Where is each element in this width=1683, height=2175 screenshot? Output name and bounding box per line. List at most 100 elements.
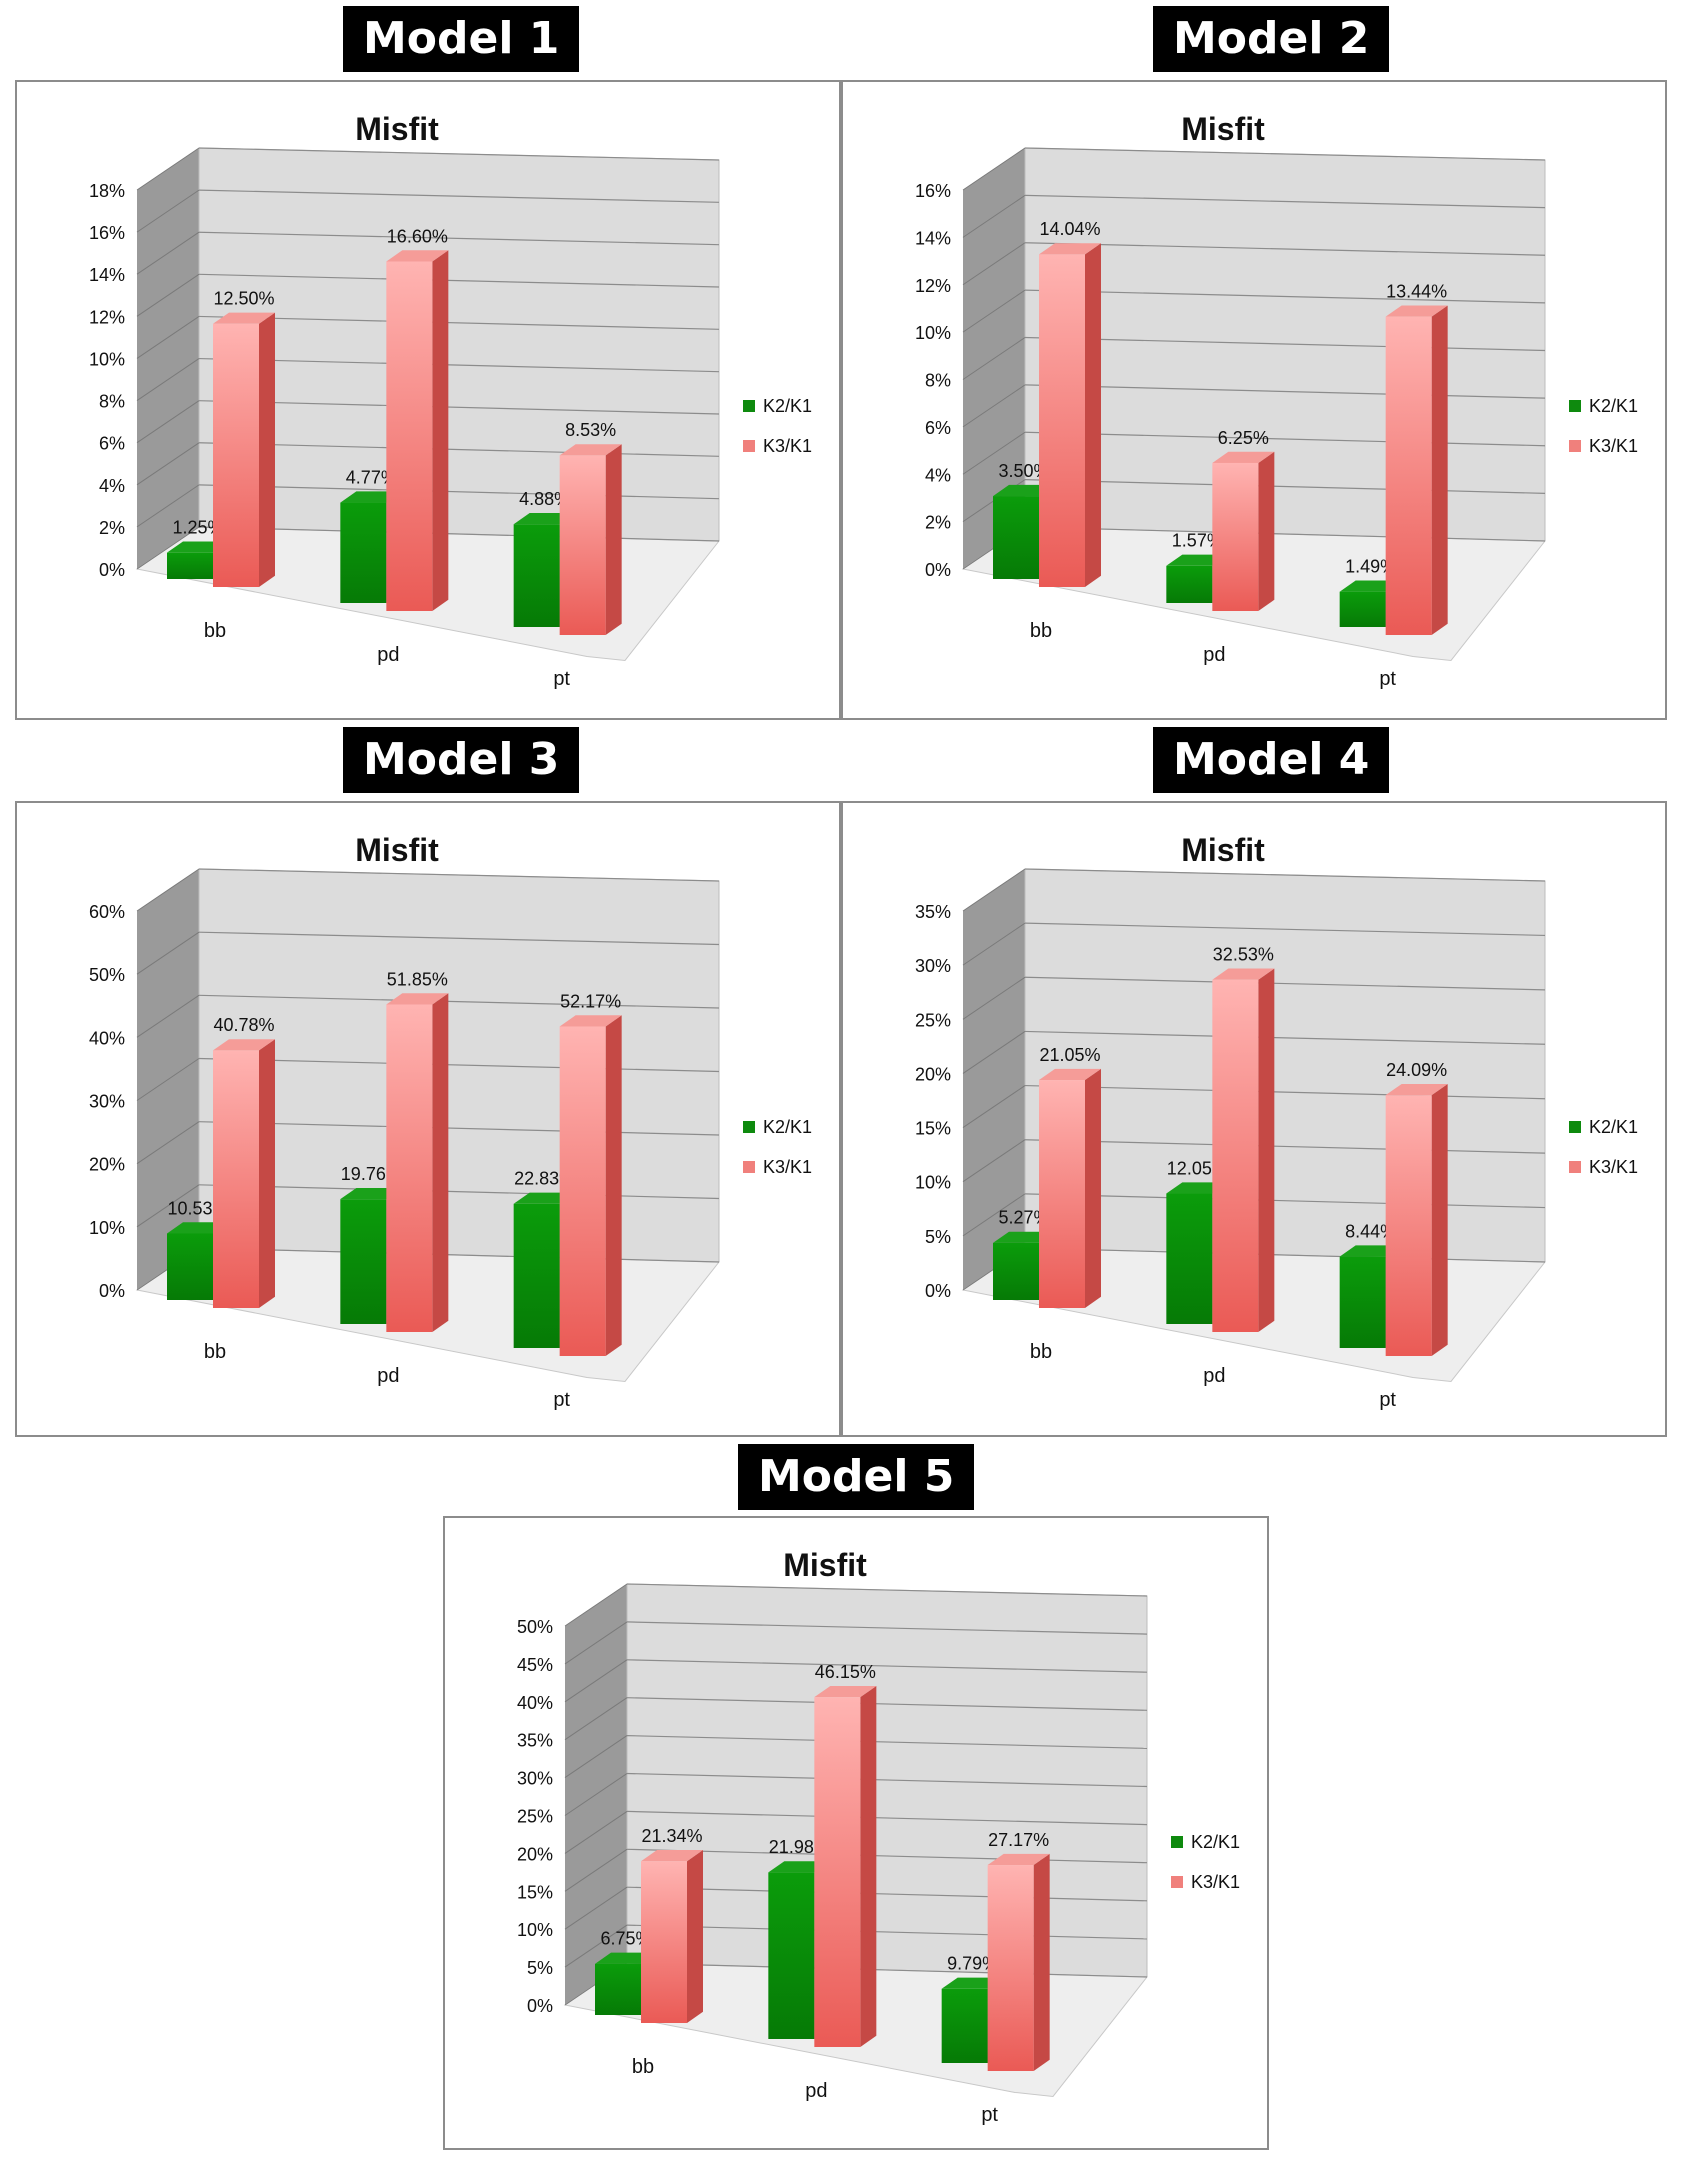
gridline — [198, 484, 720, 500]
gridline-side — [962, 1139, 1026, 1183]
gridline — [198, 189, 720, 203]
y-tick-label: 0% — [527, 1996, 553, 2016]
model-1-label: Model 1 — [343, 6, 580, 72]
data-label: 5.27% — [998, 1208, 1049, 1228]
legend-swatch — [743, 1161, 755, 1173]
gridline-side — [136, 147, 200, 191]
bar-k2-pd — [1166, 1193, 1213, 1324]
chart-model-4: Misfit 0% 5% 10% 15% 20% 25% 30% 35% 5.27% 21.05% b… — [841, 801, 1667, 1437]
y-tick-label: 0% — [925, 560, 951, 580]
data-label: 21.05% — [1039, 1045, 1100, 1065]
legend-swatch — [1171, 1876, 1183, 1888]
gridline-side — [564, 1735, 628, 1779]
gridline — [1024, 242, 1546, 256]
y-tick-label: 20% — [517, 1844, 553, 1864]
legend-label: K2/K1 — [1589, 1117, 1638, 1137]
y-tick-label: 15% — [517, 1882, 553, 1902]
gridline-side — [962, 431, 1026, 475]
y-tick-label: 16% — [89, 223, 125, 243]
bar-top — [1039, 1068, 1101, 1081]
gridline-side — [564, 1810, 628, 1854]
gridline — [1024, 976, 1546, 991]
data-label: 13.44% — [1386, 281, 1447, 301]
gridline — [198, 442, 720, 457]
legend-label: K2/K1 — [1191, 1832, 1240, 1852]
x-tick-label: pd — [1203, 644, 1225, 666]
bar-k3-bb — [1039, 254, 1085, 588]
bar-k3-pd — [1212, 462, 1259, 611]
data-label: 14.04% — [1039, 219, 1100, 239]
chart-title: Misfit — [355, 111, 439, 147]
x-tick-label: bb — [632, 2056, 654, 2078]
gridline-side — [962, 242, 1026, 286]
bar-top — [1212, 968, 1275, 980]
gridline — [198, 931, 720, 946]
back-wall — [198, 147, 720, 542]
gridline-side — [136, 358, 200, 401]
model-3-label: Model 3 — [343, 727, 580, 793]
bar-side — [259, 312, 275, 587]
legend-swatch — [743, 400, 755, 412]
y-tick-label: 25% — [517, 1807, 553, 1827]
y-tick-label: 10% — [915, 323, 951, 343]
gridline-side — [962, 1085, 1026, 1128]
gridline-side — [136, 189, 200, 233]
y-tick-label: 0% — [99, 560, 125, 580]
gridline-side — [564, 1924, 628, 1968]
chart-svg: Misfit 0% 5% 10% 15% 20% 25% 30% 35% 40% 45% 50% 6.7… — [517, 1547, 1240, 2126]
bar-k2-pt — [1339, 591, 1386, 627]
legend-label: K3/K1 — [1589, 1157, 1638, 1177]
bar-side — [1431, 305, 1448, 635]
gridline-side — [136, 442, 200, 486]
x-tick-label: pt — [553, 668, 570, 690]
data-label: 9.79% — [947, 1954, 998, 1974]
gridline — [198, 147, 720, 161]
bar-k3-pt — [559, 455, 606, 635]
y-tick-label: 14% — [89, 265, 125, 285]
bar-side — [259, 1039, 275, 1308]
gridline — [1024, 1030, 1546, 1045]
model-4-label: Model 4 — [1153, 727, 1390, 793]
bar-side — [432, 250, 449, 611]
gridline-side — [136, 1121, 200, 1165]
bar-top — [641, 1850, 703, 1862]
bar-k3-pd — [386, 261, 433, 611]
gridline — [198, 1184, 720, 1200]
chart-svg: Misfit0%10%20%30%40%50%60%10.53%40.78%bb… — [89, 832, 812, 1411]
bar-top — [987, 1853, 1050, 1866]
gridline-side — [564, 1659, 628, 1703]
bar-k3-pd — [814, 1697, 861, 2047]
bar-side — [605, 444, 622, 635]
chart-svg: Misfit 0% 2% 4% 6% 8% 10% 12% 14% 16% 3.50% 14.04% b… — [915, 111, 1638, 690]
y-tick-label: 20% — [915, 1064, 951, 1084]
gridline-side — [136, 400, 200, 444]
bar-k2-pd — [768, 1872, 815, 2039]
gridline-side — [136, 994, 200, 1038]
bar-k3-pt — [1385, 1095, 1432, 1356]
side-wall — [137, 148, 199, 569]
gridline — [1024, 479, 1546, 494]
gridline — [1024, 194, 1546, 209]
y-tick-label: 20% — [89, 1155, 125, 1175]
gridline-side — [136, 1184, 200, 1228]
x-tick-label: pt — [1379, 1389, 1396, 1411]
gridline — [198, 315, 720, 330]
bar-k3-bb — [213, 1050, 259, 1308]
bar-k2-pd — [340, 502, 387, 603]
gridline-side — [564, 1773, 628, 1816]
chart-title: Misfit — [1181, 832, 1265, 868]
data-label: 32.53% — [1213, 945, 1274, 965]
bar-k3-pd — [1212, 979, 1259, 1332]
chart-title: Misfit — [355, 832, 439, 868]
gridline-side — [136, 316, 200, 359]
bar-top — [1385, 1083, 1448, 1096]
y-tick-label: 4% — [925, 465, 951, 485]
gridline-side — [962, 384, 1026, 428]
gridline — [198, 273, 720, 288]
y-tick-label: 4% — [99, 476, 125, 496]
gridline-side — [136, 1058, 200, 1101]
gridline — [198, 400, 720, 415]
y-tick-label: 6% — [99, 434, 125, 454]
bar-k2-bb — [167, 552, 213, 579]
gridline — [626, 1621, 1148, 1635]
